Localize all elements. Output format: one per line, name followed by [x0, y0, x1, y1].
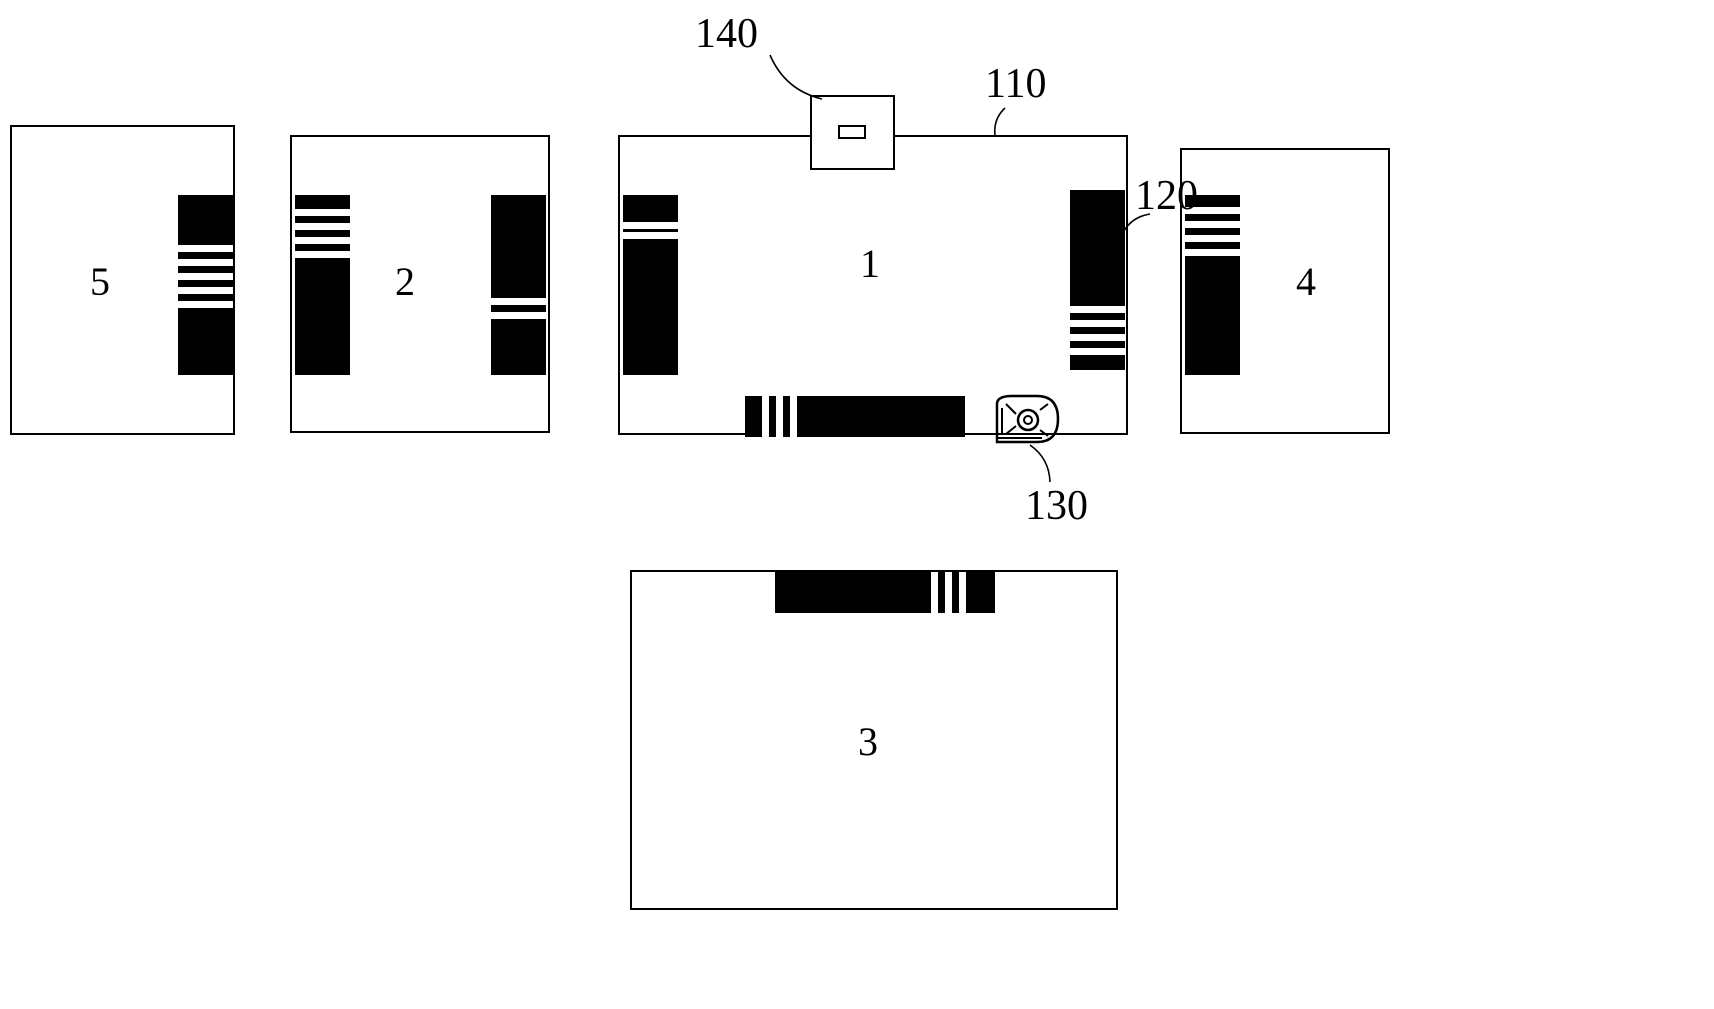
barcode-marker [491, 195, 546, 375]
leader-line [770, 55, 822, 99]
device-140-inner [838, 125, 866, 139]
callout-label-120: 120 [1135, 172, 1198, 220]
callout-label-130: 130 [1025, 482, 1088, 530]
barcode-stripe [178, 259, 233, 266]
region-label-5: 5 [90, 258, 110, 305]
barcode-stripe [178, 287, 233, 294]
barcode-stripe [178, 301, 233, 308]
barcode-marker [295, 195, 350, 375]
robot-icon [992, 394, 1062, 444]
barcode-stripe [1070, 348, 1125, 355]
barcode-marker [1070, 190, 1125, 370]
leader-line [995, 108, 1005, 135]
device-130-icon [992, 394, 1062, 444]
callout-label-110: 110 [985, 60, 1046, 108]
barcode-stripe [178, 273, 233, 280]
region-label-2: 2 [395, 258, 415, 305]
barcode-stripe [931, 572, 938, 613]
barcode-stripe [491, 312, 546, 319]
region-label-3: 3 [858, 718, 878, 765]
barcode-stripe [790, 396, 797, 437]
barcode-stripe [1070, 306, 1125, 313]
barcode-stripe [1070, 320, 1125, 327]
barcode-stripe [945, 572, 952, 613]
barcode-stripe [623, 232, 678, 239]
barcode-stripe [178, 245, 233, 252]
barcode-stripe [762, 396, 769, 437]
barcode-stripe [1185, 235, 1240, 242]
barcode-marker [178, 195, 233, 375]
barcode-stripe [295, 237, 350, 244]
barcode-marker [623, 195, 678, 375]
barcode-marker [1185, 195, 1240, 375]
barcode-stripe [776, 396, 783, 437]
barcode-marker [775, 572, 995, 613]
barcode-stripe [623, 222, 678, 229]
region-label-1: 1 [860, 240, 880, 287]
callout-label-140: 140 [695, 10, 758, 58]
diagram-root: 5 2 1 4 3 140 110 120 130 [0, 0, 1714, 1009]
barcode-marker [745, 396, 965, 437]
barcode-stripe [1185, 221, 1240, 228]
barcode-stripe [295, 223, 350, 230]
barcode-stripe [1070, 334, 1125, 341]
barcode-stripe [491, 298, 546, 305]
leader-line [1030, 445, 1050, 482]
barcode-stripe [1185, 249, 1240, 256]
barcode-stripe [959, 572, 966, 613]
barcode-stripe [295, 251, 350, 258]
region-label-4: 4 [1296, 258, 1316, 305]
barcode-stripe [295, 209, 350, 216]
